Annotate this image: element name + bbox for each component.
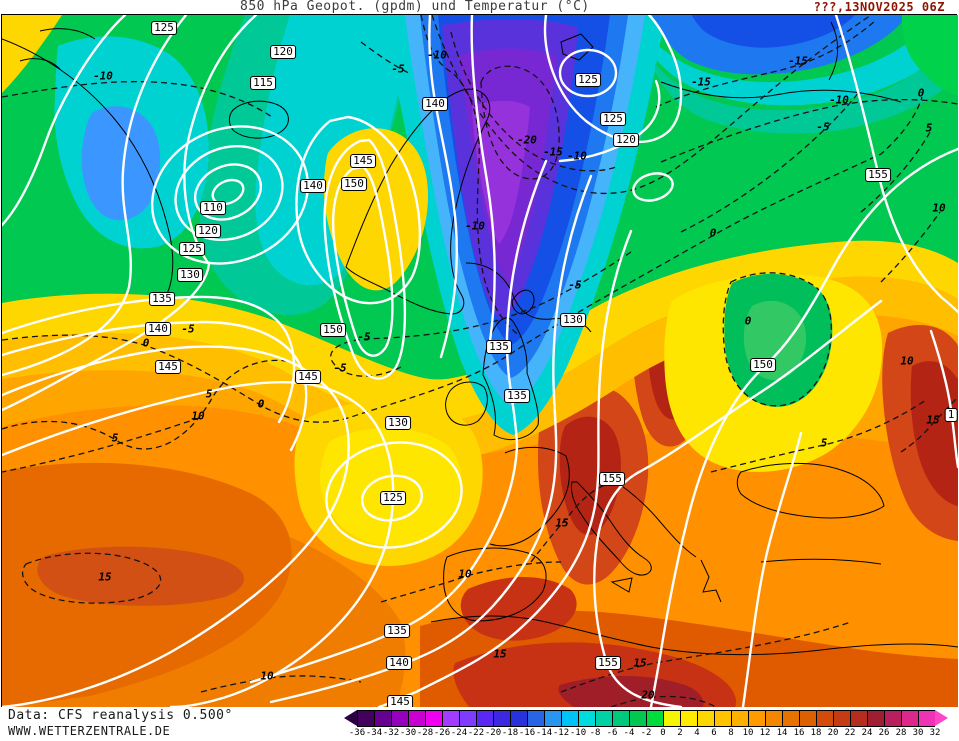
colorbar-tick: -28: [416, 728, 434, 738]
colorbar-cell: [442, 710, 459, 727]
colorbar-tick: 6: [711, 728, 717, 738]
colorbar-cell: [816, 710, 833, 727]
colorbar-cell: [476, 710, 493, 727]
colorbar-cell: [663, 710, 680, 727]
colorbar-cell: [357, 710, 374, 727]
colorbar-tick: -6: [606, 728, 618, 738]
colorbar-cell: [867, 710, 884, 727]
colorbar-tick: -18: [501, 728, 519, 738]
colorbar-tick: -20: [484, 728, 502, 738]
colorbar-cell: [612, 710, 629, 727]
colorbar-tick: -2: [640, 728, 652, 738]
coastlines: [2, 21, 958, 656]
colorbar-tick: -16: [518, 728, 536, 738]
weather-map: [1, 14, 958, 708]
colorbar-cell: [578, 710, 595, 727]
colorbar-tick: 28: [895, 728, 907, 738]
colorbar-tick: 8: [728, 728, 734, 738]
temperature-field: [2, 15, 958, 708]
colorbar-cell: [629, 710, 646, 727]
colorbar-cell: [884, 710, 901, 727]
temperature-colorbar: -36 -34 -32 -30 -28 -26 -24 -22 -20 -18 -16 -14 -12-…: [344, 710, 954, 740]
colorbar-tick: 22: [844, 728, 856, 738]
chart-title: 850 hPa Geopot. (gpdm) und Temperatur (°…: [240, 0, 590, 14]
colorbar-cell: [527, 710, 544, 727]
colorbar-tick: -14: [535, 728, 553, 738]
colorbar-tick: 0: [660, 728, 666, 738]
colorbar-tick: 18: [810, 728, 822, 738]
colorbar-cell: [510, 710, 527, 727]
colorbar-cell: [408, 710, 425, 727]
colorbar-tick: -26: [433, 728, 451, 738]
colorbar-tick: 20: [827, 728, 839, 738]
colorbar-cell: [391, 710, 408, 727]
colorbar-tick: 32: [929, 728, 941, 738]
colorbar-cell: [374, 710, 391, 727]
colorbar-arrow-left: [344, 710, 357, 726]
colorbar-tick: 2: [677, 728, 683, 738]
colorbar-tick: 26: [878, 728, 890, 738]
colorbar-tick: 10: [742, 728, 754, 738]
colorbar-cell: [697, 710, 714, 727]
colorbar-tick: -36: [348, 728, 366, 738]
colorbar-tick: -30: [399, 728, 417, 738]
colorbar-cell: [799, 710, 816, 727]
colorbar-tick: 30: [912, 728, 924, 738]
colorbar-tick: -34: [365, 728, 383, 738]
colorbar-tick: 16: [793, 728, 805, 738]
colorbar-cell: [850, 710, 867, 727]
colorbar-cell: [901, 710, 918, 727]
colorbar-tick: 14: [776, 728, 788, 738]
colorbar-tick: -22: [467, 728, 485, 738]
colorbar-tick: -8: [589, 728, 601, 738]
footer-bar: Data: CFS reanalysis 0.500° WWW.WETTERZE…: [0, 707, 959, 741]
colorbar-cell: [714, 710, 731, 727]
colorbar-tick: -24: [450, 728, 468, 738]
colorbar-cell: [833, 710, 850, 727]
colorbar-cells: [344, 710, 948, 727]
colorbar-tick: 24: [861, 728, 873, 738]
colorbar-arrow-right: [935, 710, 948, 726]
map-canvas: [2, 15, 958, 708]
colorbar-cell: [918, 710, 935, 727]
header-bar: 850 hPa Geopot. (gpdm) und Temperatur (°…: [0, 0, 959, 14]
colorbar-cell: [561, 710, 578, 727]
colorbar-cell: [459, 710, 476, 727]
colorbar-cell: [646, 710, 663, 727]
colorbar-cell: [595, 710, 612, 727]
colorbar-cell: [765, 710, 782, 727]
colorbar-cell: [425, 710, 442, 727]
colorbar-tick: -4: [623, 728, 635, 738]
colorbar-cell: [680, 710, 697, 727]
colorbar-ticks: -36 -34 -32 -30 -28 -26 -24 -22 -20 -18 -16 -14 -12-…: [344, 728, 954, 739]
colorbar-tick: 12: [759, 728, 771, 738]
site-url: WWW.WETTERZENTRALE.DE: [8, 724, 171, 738]
colorbar-cell: [782, 710, 799, 727]
data-source: Data: CFS reanalysis 0.500°: [8, 708, 233, 723]
colorbar-tick: -12: [552, 728, 570, 738]
colorbar-tick: 4: [694, 728, 700, 738]
colorbar-cell: [493, 710, 510, 727]
colorbar-tick: -10: [569, 728, 587, 738]
colorbar-cell: [748, 710, 765, 727]
colorbar-cell: [544, 710, 561, 727]
colorbar-cell: [731, 710, 748, 727]
run-timestamp: ???,13NOV2025 06Z: [813, 0, 945, 14]
colorbar-tick: -32: [382, 728, 400, 738]
